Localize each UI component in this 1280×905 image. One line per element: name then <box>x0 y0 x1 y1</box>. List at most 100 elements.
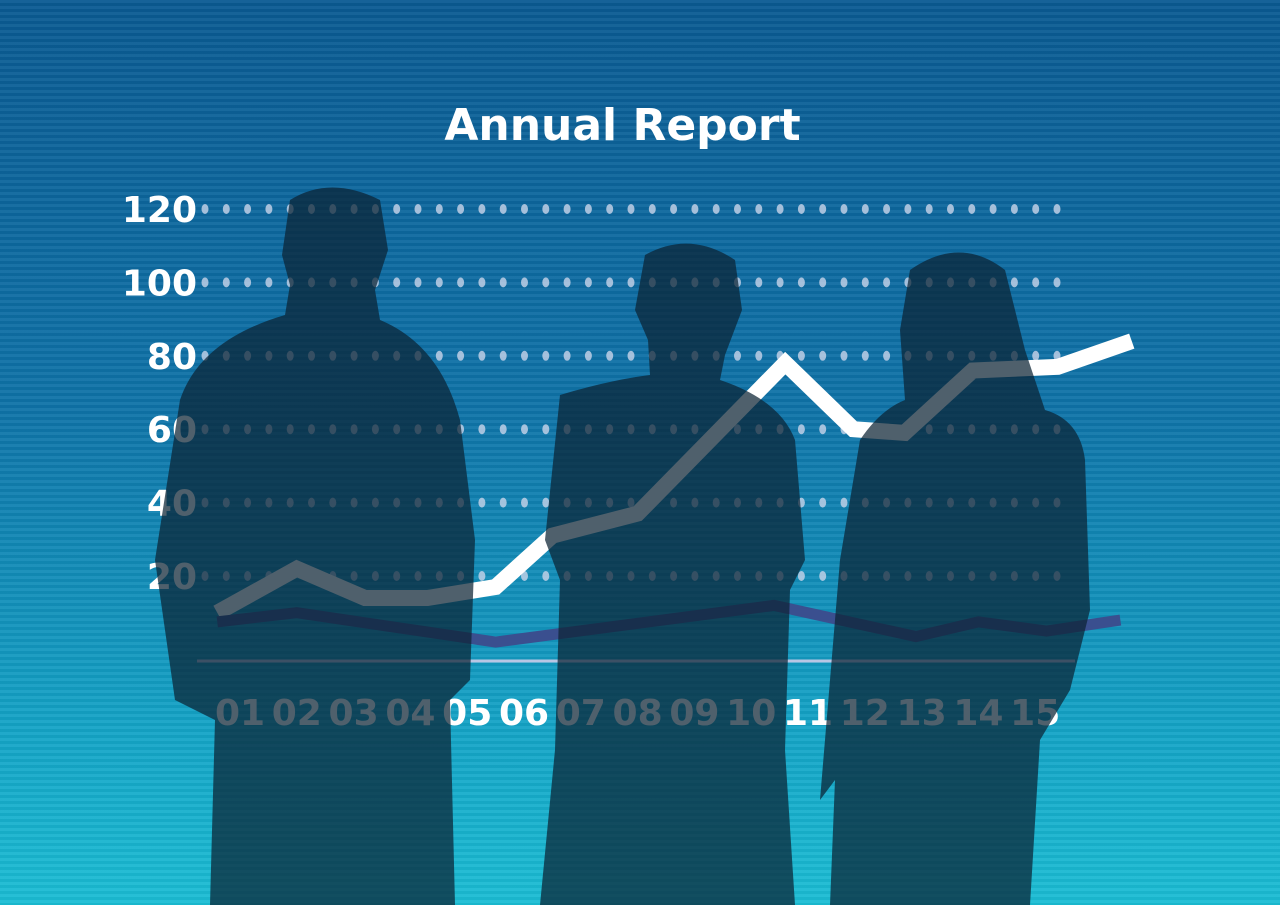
grid-dot <box>1032 204 1040 214</box>
grid-dot <box>925 204 933 214</box>
grid-dot <box>201 277 209 288</box>
grid-dot <box>542 277 550 288</box>
grid-dot <box>606 350 614 361</box>
grid-dot <box>627 204 635 214</box>
grid-dot <box>222 277 230 288</box>
grid-dot <box>499 424 507 435</box>
grid-dot <box>457 204 465 214</box>
silhouette-man-left <box>155 187 475 905</box>
grid-dot <box>755 204 763 214</box>
grid-dot <box>797 424 805 435</box>
grid-dot <box>435 277 443 288</box>
grid-dot <box>670 204 678 214</box>
x-tick-label: 06 <box>499 693 549 734</box>
grid-dot <box>499 204 507 214</box>
grid-dot <box>521 497 528 508</box>
grid-dot <box>1010 277 1018 288</box>
grid-dot <box>563 204 571 214</box>
grid-dot <box>819 277 827 288</box>
grid-dot <box>542 497 550 508</box>
grid-dot <box>627 277 635 288</box>
grid-dot <box>222 204 230 214</box>
grid-dot <box>499 497 507 508</box>
grid-dot <box>797 350 805 361</box>
grid-dot <box>712 204 720 214</box>
grid-dot <box>542 424 550 435</box>
grid-dot <box>478 424 486 435</box>
grid-dot <box>840 204 848 214</box>
grid-dot <box>457 277 465 288</box>
grid-dot <box>542 571 550 581</box>
grid-dot <box>734 350 741 361</box>
grid-dot <box>947 204 954 214</box>
grid-dot <box>393 204 401 214</box>
grid-dot <box>691 204 699 214</box>
grid-dot <box>904 204 912 214</box>
grid-dot <box>797 571 805 581</box>
grid-dot <box>776 277 784 288</box>
grid-dot <box>393 277 401 288</box>
grid-dot <box>819 204 827 214</box>
grid-dot <box>989 204 997 214</box>
grid-dot <box>840 350 848 361</box>
grid-dot <box>1032 350 1040 361</box>
grid-dot <box>499 350 507 361</box>
grid-dot <box>797 277 805 288</box>
grid-dot <box>861 204 869 214</box>
grid-dot <box>478 204 486 214</box>
grid-dot <box>819 571 827 581</box>
chart-title: Annual Report <box>444 100 801 151</box>
grid-dot <box>819 497 827 508</box>
grid-dot <box>840 277 848 288</box>
grid-dot <box>861 277 869 288</box>
grid-dot <box>521 277 528 288</box>
grid-dot <box>755 350 763 361</box>
grid-dot <box>819 424 827 435</box>
grid-dot <box>521 350 528 361</box>
silhouette-woman-right <box>820 252 1090 905</box>
grid-dot <box>563 350 571 361</box>
grid-dot <box>542 350 550 361</box>
grid-dot <box>776 204 784 214</box>
grid-dot <box>478 497 486 508</box>
grid-dot <box>797 204 805 214</box>
grid-dot <box>584 204 592 214</box>
grid-dot <box>435 350 443 361</box>
grid-dot <box>457 350 465 361</box>
grid-dot <box>606 204 614 214</box>
grid-dot <box>1010 204 1018 214</box>
grid-dot <box>840 497 848 508</box>
grid-dot <box>606 277 614 288</box>
grid-dot <box>861 350 869 361</box>
grid-dot <box>584 350 592 361</box>
y-tick-label: 80 <box>147 337 197 378</box>
grid-dot <box>478 571 486 581</box>
grid-dot <box>627 350 635 361</box>
grid-dot <box>244 277 252 288</box>
grid-dot <box>1053 204 1061 214</box>
grid-dot <box>414 277 422 288</box>
silhouette-man-middle <box>540 243 805 905</box>
grid-dot <box>755 277 763 288</box>
grid-dot <box>521 204 528 214</box>
grid-dot <box>435 204 443 214</box>
y-tick-label: 120 <box>122 190 197 231</box>
grid-dot <box>521 424 528 435</box>
grid-dot <box>478 350 486 361</box>
grid-dot <box>244 204 252 214</box>
y-tick-label: 100 <box>122 263 197 304</box>
grid-dot <box>542 204 550 214</box>
grid-dot <box>499 277 507 288</box>
grid-dot <box>265 277 273 288</box>
grid-dot <box>414 204 422 214</box>
grid-dot <box>819 350 827 361</box>
grid-dot <box>1032 277 1040 288</box>
grid-dot <box>1053 277 1061 288</box>
grid-dot <box>883 350 891 361</box>
grid-dot <box>521 571 528 581</box>
grid-dot <box>265 204 273 214</box>
grid-dot <box>201 204 209 214</box>
grid-dot <box>478 277 486 288</box>
grid-dot <box>584 277 592 288</box>
grid-dot <box>968 204 976 214</box>
